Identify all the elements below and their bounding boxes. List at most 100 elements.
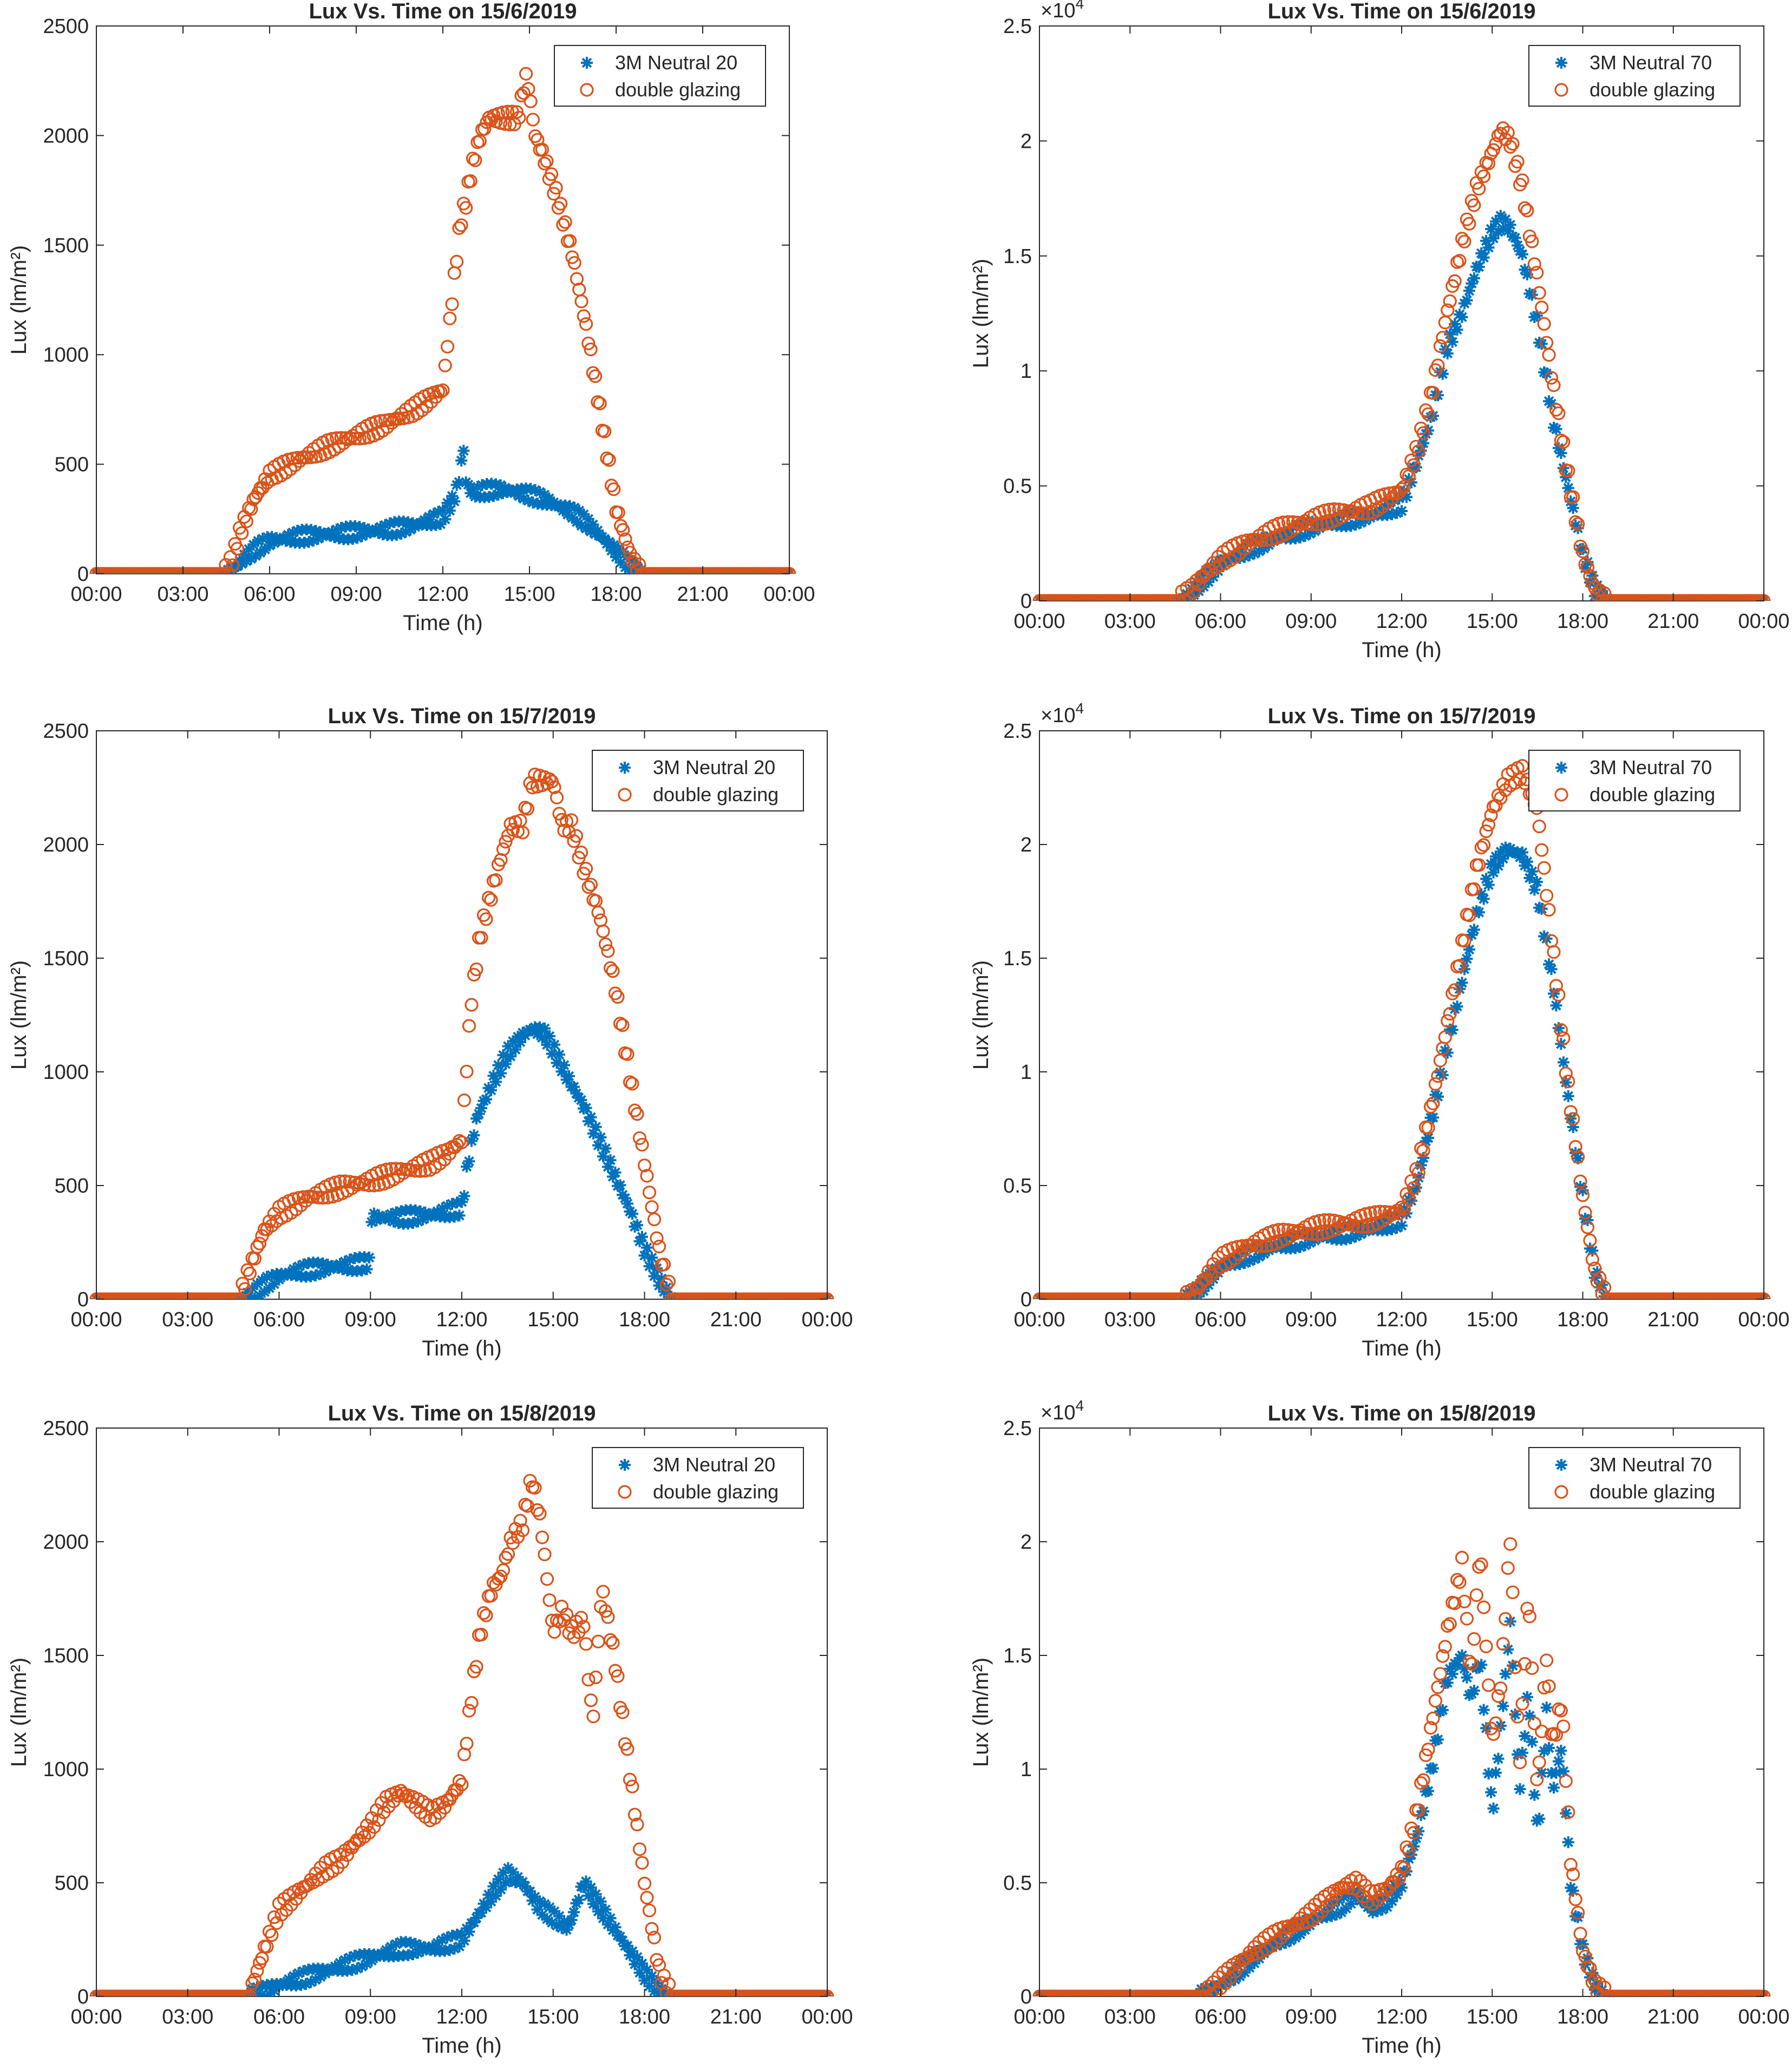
data-point bbox=[1492, 1752, 1505, 1765]
data-point bbox=[580, 522, 592, 535]
data-point bbox=[499, 835, 513, 849]
legend-entry-label: double glazing bbox=[1590, 783, 1715, 806]
data-point bbox=[1405, 1195, 1417, 1207]
data-point bbox=[1443, 1007, 1457, 1021]
data-point bbox=[1417, 1151, 1430, 1164]
data-point bbox=[1509, 232, 1521, 244]
data-point bbox=[268, 1985, 280, 1996]
data-point bbox=[370, 1214, 383, 1227]
data-point bbox=[1585, 1252, 1599, 1267]
data-point bbox=[468, 1129, 480, 1142]
data-point bbox=[262, 1924, 277, 1939]
data-point bbox=[1564, 1858, 1578, 1872]
data-point bbox=[1578, 557, 1592, 572]
data-point bbox=[590, 1121, 602, 1133]
data-point bbox=[448, 1210, 461, 1223]
markers bbox=[89, 67, 796, 574]
data-point bbox=[515, 1523, 530, 1537]
data-point bbox=[1494, 1681, 1508, 1695]
data-point bbox=[1456, 1649, 1468, 1661]
data-point bbox=[485, 1895, 497, 1908]
data-point bbox=[443, 505, 456, 517]
data-point bbox=[1310, 1909, 1324, 1923]
data-point bbox=[1431, 1090, 1444, 1103]
x-tick-label: 00:00 bbox=[1013, 2006, 1065, 2028]
data-point bbox=[500, 1876, 512, 1889]
data-point bbox=[1581, 1214, 1594, 1226]
data-point bbox=[1322, 502, 1336, 516]
data-point bbox=[603, 1633, 618, 1647]
data-point bbox=[625, 1077, 639, 1091]
x-tick-label: 03:00 bbox=[1104, 610, 1156, 633]
legend: 3M Neutral 20 double glazing bbox=[592, 1447, 804, 1509]
data-point bbox=[484, 893, 498, 907]
data-point bbox=[362, 1178, 376, 1193]
data-point bbox=[581, 336, 596, 350]
data-point bbox=[1480, 1722, 1493, 1734]
data-point bbox=[1457, 934, 1471, 948]
data-point bbox=[563, 1070, 575, 1082]
data-point bbox=[535, 142, 550, 156]
data-point bbox=[536, 1031, 548, 1044]
data-point bbox=[529, 1890, 541, 1903]
data-point bbox=[1552, 1022, 1565, 1034]
chart-panel-3: 0 500 1000 1500 2000 2500 00:00 03:00 06:00 09:00… bbox=[7, 704, 853, 1360]
x-axis-label: Time (h) bbox=[1362, 638, 1441, 662]
data-point bbox=[1209, 1262, 1222, 1274]
data-point bbox=[1550, 999, 1562, 1012]
data-point bbox=[385, 416, 399, 430]
data-point bbox=[1485, 1786, 1497, 1798]
data-point bbox=[1386, 508, 1398, 521]
data-point bbox=[1531, 310, 1543, 322]
data-point bbox=[1405, 1849, 1417, 1861]
data-point bbox=[497, 1049, 509, 1062]
data-point bbox=[1462, 217, 1476, 231]
data-point bbox=[625, 1779, 639, 1793]
data-point bbox=[1561, 1075, 1575, 1089]
data-point bbox=[620, 1047, 635, 1061]
data-point bbox=[1469, 1588, 1483, 1602]
data-point bbox=[1426, 385, 1440, 400]
data-point bbox=[1325, 1910, 1338, 1922]
data-point bbox=[1315, 1227, 1329, 1241]
data-point bbox=[1475, 888, 1488, 900]
data-point bbox=[1414, 1141, 1428, 1155]
data-point bbox=[1526, 1736, 1538, 1748]
data-point bbox=[1564, 1105, 1578, 1119]
data-point bbox=[1248, 1253, 1260, 1265]
data-point bbox=[1433, 339, 1447, 353]
data-point bbox=[479, 912, 493, 926]
data-point bbox=[1522, 1609, 1536, 1623]
y-axis-label: Lux (lm/m²) bbox=[969, 259, 993, 368]
data-point bbox=[551, 1920, 563, 1932]
data-point bbox=[235, 526, 249, 540]
x-tick-label: 00:00 bbox=[70, 583, 122, 606]
data-point bbox=[502, 1040, 514, 1052]
data-point bbox=[244, 502, 258, 516]
x-tick-label: 18:00 bbox=[590, 583, 642, 606]
data-point bbox=[1421, 1743, 1435, 1757]
data-point bbox=[245, 553, 257, 565]
x-tick-label: 12:00 bbox=[1376, 610, 1427, 633]
chart-title: Lux Vs. Time on 15/6/2019 bbox=[309, 0, 577, 23]
data-point bbox=[584, 878, 598, 892]
data-point bbox=[1306, 1227, 1318, 1240]
data-point bbox=[489, 873, 503, 887]
data-point bbox=[1556, 1719, 1571, 1733]
data-point bbox=[1528, 883, 1541, 896]
data-point bbox=[427, 508, 440, 520]
data-point bbox=[1436, 1649, 1450, 1663]
data-point bbox=[328, 1175, 342, 1189]
data-point bbox=[624, 565, 636, 574]
data-point bbox=[1358, 1207, 1372, 1221]
data-point bbox=[1512, 1749, 1524, 1761]
data-point bbox=[1234, 1258, 1246, 1271]
data-point bbox=[1583, 1233, 1597, 1247]
data-point bbox=[1528, 1789, 1541, 1801]
data-point bbox=[1532, 819, 1546, 834]
data-point bbox=[1226, 1253, 1239, 1265]
data-point bbox=[1504, 219, 1516, 231]
data-point bbox=[643, 1980, 656, 1993]
data-point bbox=[436, 1934, 448, 1946]
